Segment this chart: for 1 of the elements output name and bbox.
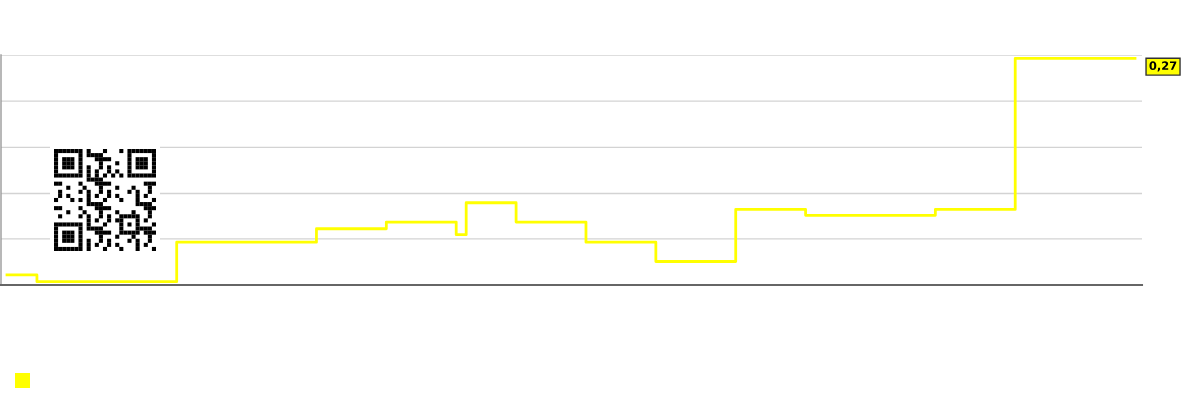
data-label: 0,27 bbox=[1149, 61, 1177, 72]
